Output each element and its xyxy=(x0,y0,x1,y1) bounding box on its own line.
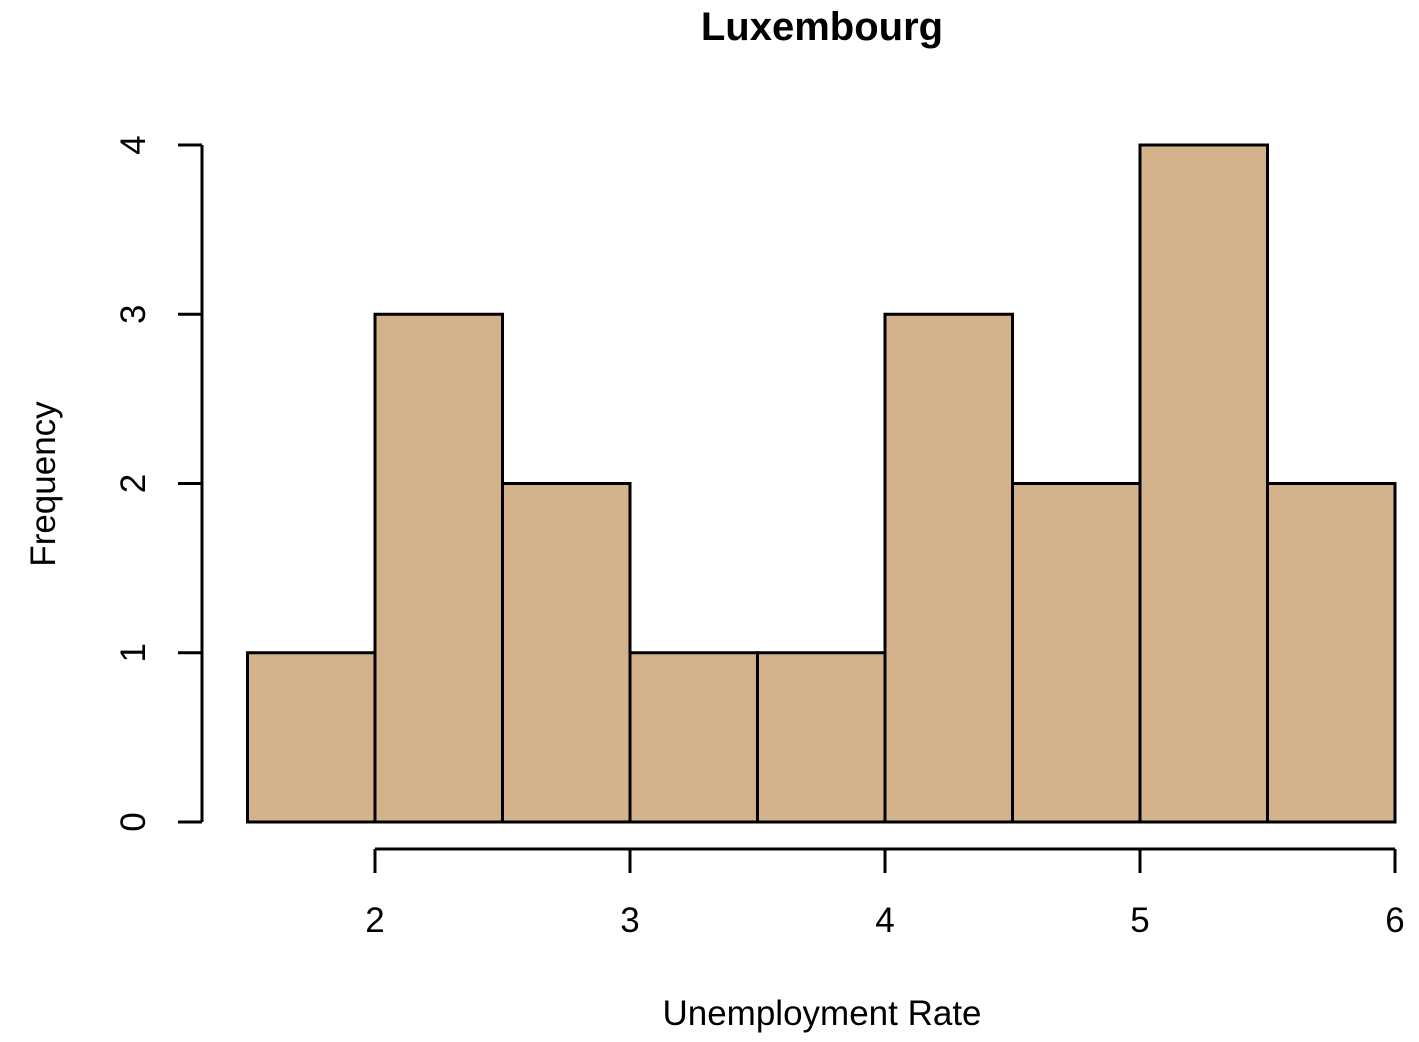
y-axis-label: Frequency xyxy=(24,401,63,567)
y-tick-label: 4 xyxy=(114,135,153,154)
x-tick-label: 2 xyxy=(365,901,384,940)
x-tick-label: 3 xyxy=(620,901,639,940)
y-tick-label: 3 xyxy=(114,305,153,324)
x-axis-label: Unemployment Rate xyxy=(662,994,981,1033)
y-axis: 0 1 2 3 4 xyxy=(114,135,204,832)
y-tick-label: 2 xyxy=(114,474,153,493)
histogram-bar xyxy=(883,312,1014,824)
histogram-bar xyxy=(1138,143,1269,824)
chart-title: Luxembourg xyxy=(701,5,943,49)
histogram-bar xyxy=(246,651,377,824)
histogram-bar xyxy=(1011,482,1142,824)
x-tick-label: 4 xyxy=(875,901,894,940)
bars-group xyxy=(246,143,1397,824)
histogram-bar xyxy=(501,482,632,824)
histogram-bar xyxy=(756,651,887,824)
histogram-bar xyxy=(628,651,759,824)
x-axis: 2 3 4 5 6 xyxy=(365,847,1405,940)
x-tick-label: 6 xyxy=(1385,901,1404,940)
y-tick-label: 1 xyxy=(114,643,153,662)
y-tick-label: 0 xyxy=(114,812,153,831)
histogram-bar xyxy=(373,312,504,824)
x-tick-label: 5 xyxy=(1130,901,1149,940)
histogram-bar xyxy=(1266,482,1397,824)
